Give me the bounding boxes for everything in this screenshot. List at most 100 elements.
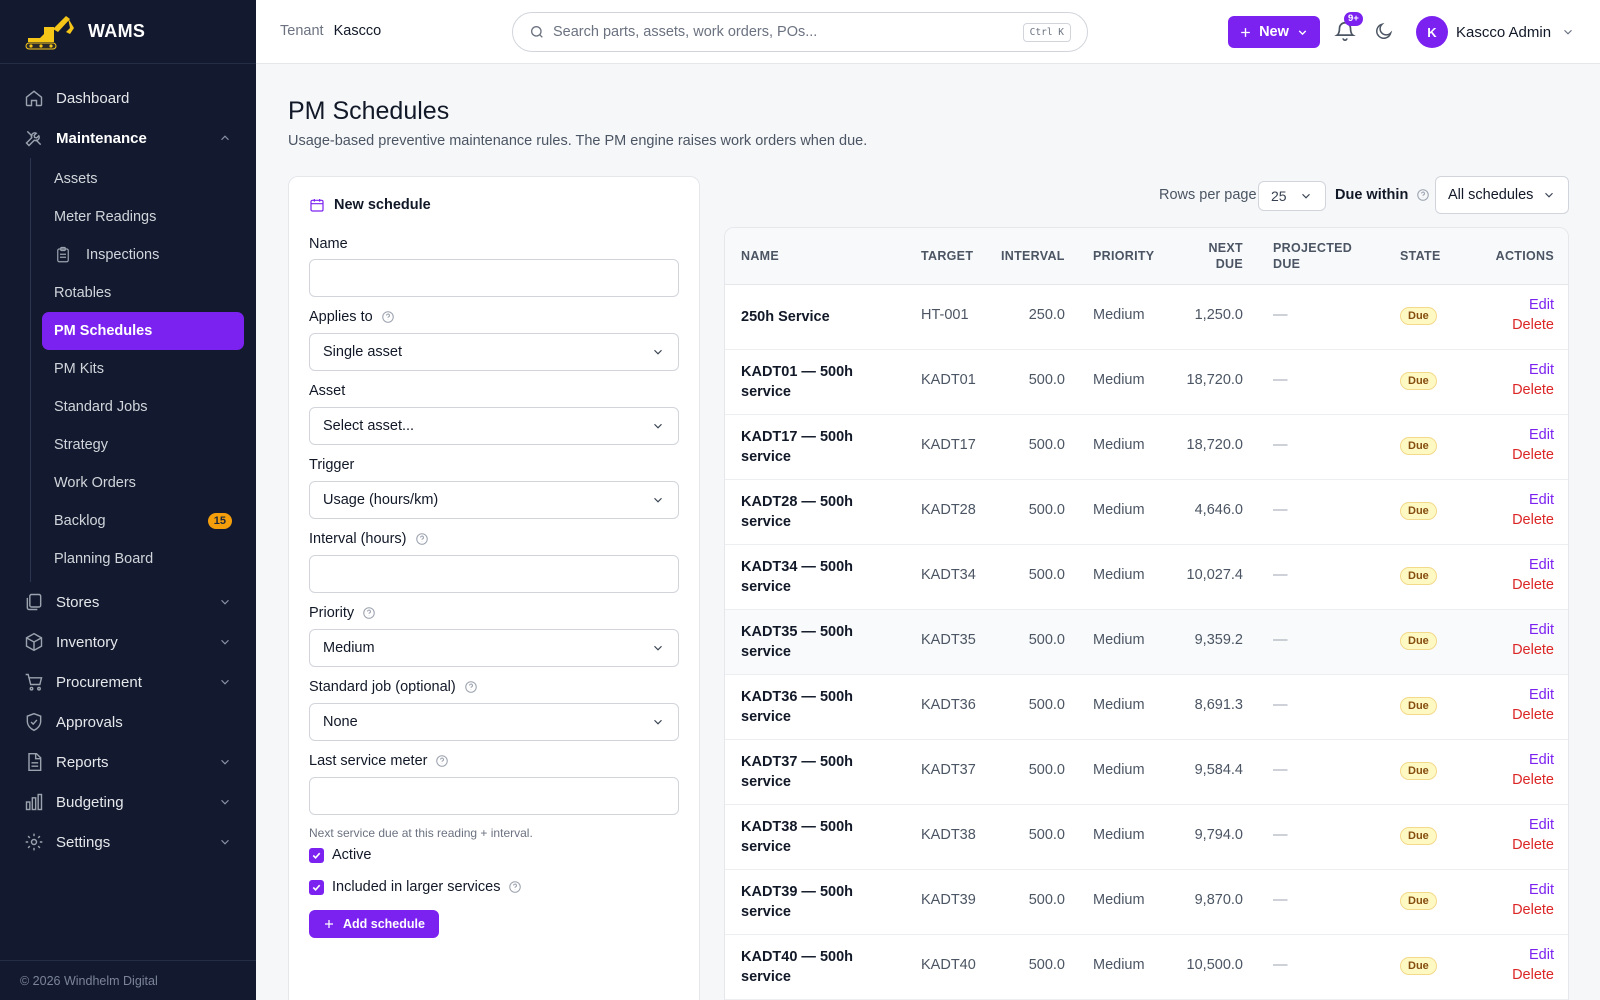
- delete-link[interactable]: Delete: [1512, 967, 1554, 983]
- dark-mode-toggle-icon[interactable]: [1374, 21, 1394, 41]
- interval-field[interactable]: [309, 555, 679, 593]
- sidebar-item-rotables[interactable]: Rotables: [42, 274, 244, 312]
- table-row[interactable]: KADT01 — 500h service KADT01 500.0 Medium 18,…: [725, 350, 1568, 415]
- sidebar-item-strategy[interactable]: Strategy: [42, 426, 244, 464]
- help-icon[interactable]: [362, 606, 376, 620]
- table-row[interactable]: KADT37 — 500h service KADT37 500.0 Medium 9,5…: [725, 740, 1568, 805]
- last-service-meter-field[interactable]: [309, 777, 679, 815]
- table-row[interactable]: KADT38 — 500h service KADT38 500.0 Medium 9,7…: [725, 805, 1568, 870]
- edit-link[interactable]: Edit: [1529, 752, 1554, 768]
- sidebar-item-settings[interactable]: Settings: [0, 822, 256, 862]
- delete-link[interactable]: Delete: [1512, 772, 1554, 788]
- calendar-icon: [310, 199, 324, 212]
- edit-link[interactable]: Edit: [1529, 817, 1554, 833]
- col-header-next-due[interactable]: NEXT DUE: [1208, 240, 1243, 272]
- table-row[interactable]: KADT40 — 500h service KADT40 500.0 Medium 10,…: [725, 935, 1568, 1000]
- edit-link[interactable]: Edit: [1529, 427, 1554, 443]
- delete-link[interactable]: Delete: [1512, 707, 1554, 723]
- table-row[interactable]: 250h Service HT-001 250.0 Medium 1,250.0 — Due…: [725, 285, 1568, 350]
- help-icon[interactable]: [1416, 188, 1430, 202]
- delete-link[interactable]: Delete: [1512, 512, 1554, 528]
- edit-link[interactable]: Edit: [1529, 947, 1554, 963]
- global-search[interactable]: Ctrl K: [512, 12, 1088, 52]
- sidebar-item-work-orders[interactable]: Work Orders: [42, 464, 244, 502]
- name-input[interactable]: [323, 270, 665, 286]
- edit-link[interactable]: Edit: [1529, 622, 1554, 638]
- due-within-select[interactable]: All schedules: [1435, 176, 1569, 214]
- applies-to-select[interactable]: Single asset: [309, 333, 679, 371]
- delete-link[interactable]: Delete: [1512, 642, 1554, 658]
- sidebar-item-inventory[interactable]: Inventory: [0, 622, 256, 662]
- delete-link[interactable]: Delete: [1512, 902, 1554, 918]
- help-icon[interactable]: [381, 310, 395, 324]
- asset-select[interactable]: Select asset...: [309, 407, 679, 445]
- priority-select[interactable]: Medium: [309, 629, 679, 667]
- chevron-down-icon: [221, 599, 229, 605]
- sidebar-item-procurement[interactable]: Procurement: [0, 662, 256, 702]
- sidebar-item-meter-readings[interactable]: Meter Readings: [42, 198, 244, 236]
- help-icon[interactable]: [415, 532, 429, 546]
- sidebar-item-reports[interactable]: Reports: [0, 742, 256, 782]
- sidebar-item-dashboard[interactable]: Dashboard: [0, 78, 256, 118]
- edit-link[interactable]: Edit: [1529, 557, 1554, 573]
- standard-job-select[interactable]: None: [309, 703, 679, 741]
- col-header-projected-line2: DUE: [1273, 257, 1301, 271]
- sidebar-item-budgeting[interactable]: Budgeting: [0, 782, 256, 822]
- sidebar-item-pm-schedules[interactable]: PM Schedules: [42, 312, 244, 350]
- table-row[interactable]: KADT35 — 500h service KADT35 500.0 Medium 9,3…: [725, 610, 1568, 675]
- add-schedule-button[interactable]: Add schedule: [309, 910, 439, 938]
- delete-link[interactable]: Delete: [1512, 837, 1554, 853]
- cell-name-line2: service: [741, 904, 791, 920]
- last-service-meter-input[interactable]: [323, 788, 665, 804]
- table-row[interactable]: KADT34 — 500h service KADT34 500.0 Medium 10,…: [725, 545, 1568, 610]
- table-row[interactable]: KADT39 — 500h service KADT39 500.0 Medium 9,8…: [725, 870, 1568, 935]
- new-button[interactable]: New: [1228, 16, 1320, 48]
- sidebar-item-assets[interactable]: Assets: [42, 160, 244, 198]
- included-label: Included in larger services: [332, 879, 501, 895]
- rows-per-page-select[interactable]: 25: [1258, 181, 1326, 211]
- col-header-priority[interactable]: PRIORITY: [1093, 249, 1155, 263]
- included-checkbox[interactable]: [309, 879, 324, 895]
- help-icon[interactable]: [435, 754, 449, 768]
- sidebar-item-backlog[interactable]: Backlog 15: [42, 502, 244, 540]
- search-input[interactable]: [553, 24, 1023, 40]
- sidebar-item-approvals[interactable]: Approvals: [0, 702, 256, 742]
- edit-link[interactable]: Edit: [1529, 362, 1554, 378]
- stores-icon: [26, 593, 42, 611]
- cell-next-due: 4,646.0: [1194, 502, 1243, 518]
- user-menu[interactable]: K Kascco Admin: [1416, 16, 1575, 48]
- col-header-projected-due[interactable]: PROJECTED DUE: [1273, 240, 1352, 272]
- interval-input[interactable]: [323, 566, 665, 582]
- name-field[interactable]: [309, 259, 679, 297]
- col-header-target[interactable]: TARGET: [921, 249, 974, 263]
- delete-link[interactable]: Delete: [1512, 382, 1554, 398]
- table-row[interactable]: KADT36 — 500h service KADT36 500.0 Medium 8,6…: [725, 675, 1568, 740]
- backlog-count-badge: 15: [207, 513, 232, 529]
- active-checkbox[interactable]: [309, 847, 324, 863]
- col-header-next-due-line2: DUE: [1215, 257, 1243, 271]
- table-row[interactable]: KADT17 — 500h service KADT17 500.0 Medium 18,…: [725, 415, 1568, 480]
- delete-link[interactable]: Delete: [1512, 577, 1554, 593]
- delete-link[interactable]: Delete: [1512, 447, 1554, 463]
- sidebar-item-stores[interactable]: Stores: [0, 582, 256, 622]
- edit-link[interactable]: Edit: [1529, 882, 1554, 898]
- sidebar-item-inspections[interactable]: Inspections: [42, 236, 244, 274]
- table-row[interactable]: KADT28 — 500h service KADT28 500.0 Medium 4,6…: [725, 480, 1568, 545]
- col-header-interval[interactable]: INTERVAL: [1001, 249, 1065, 263]
- edit-link[interactable]: Edit: [1529, 687, 1554, 703]
- edit-link[interactable]: Edit: [1529, 492, 1554, 508]
- delete-link[interactable]: Delete: [1512, 317, 1554, 333]
- sidebar-item-maintenance[interactable]: Maintenance: [0, 118, 256, 158]
- help-icon[interactable]: [508, 880, 522, 894]
- cell-name-line1: KADT01 — 500h: [741, 364, 854, 380]
- edit-link[interactable]: Edit: [1529, 297, 1554, 313]
- trigger-select[interactable]: Usage (hours/km): [309, 481, 679, 519]
- brand[interactable]: WAMS: [0, 0, 256, 64]
- col-header-name[interactable]: NAME: [741, 249, 780, 263]
- sidebar-item-planning-board[interactable]: Planning Board: [42, 540, 244, 578]
- sidebar-item-standard-jobs[interactable]: Standard Jobs: [42, 388, 244, 426]
- cell-priority: Medium: [1093, 567, 1145, 583]
- sidebar-item-pm-kits[interactable]: PM Kits: [42, 350, 244, 388]
- sidebar: WAMS Dashboard Maintenance Assets Meter …: [0, 0, 256, 1000]
- help-icon[interactable]: [464, 680, 478, 694]
